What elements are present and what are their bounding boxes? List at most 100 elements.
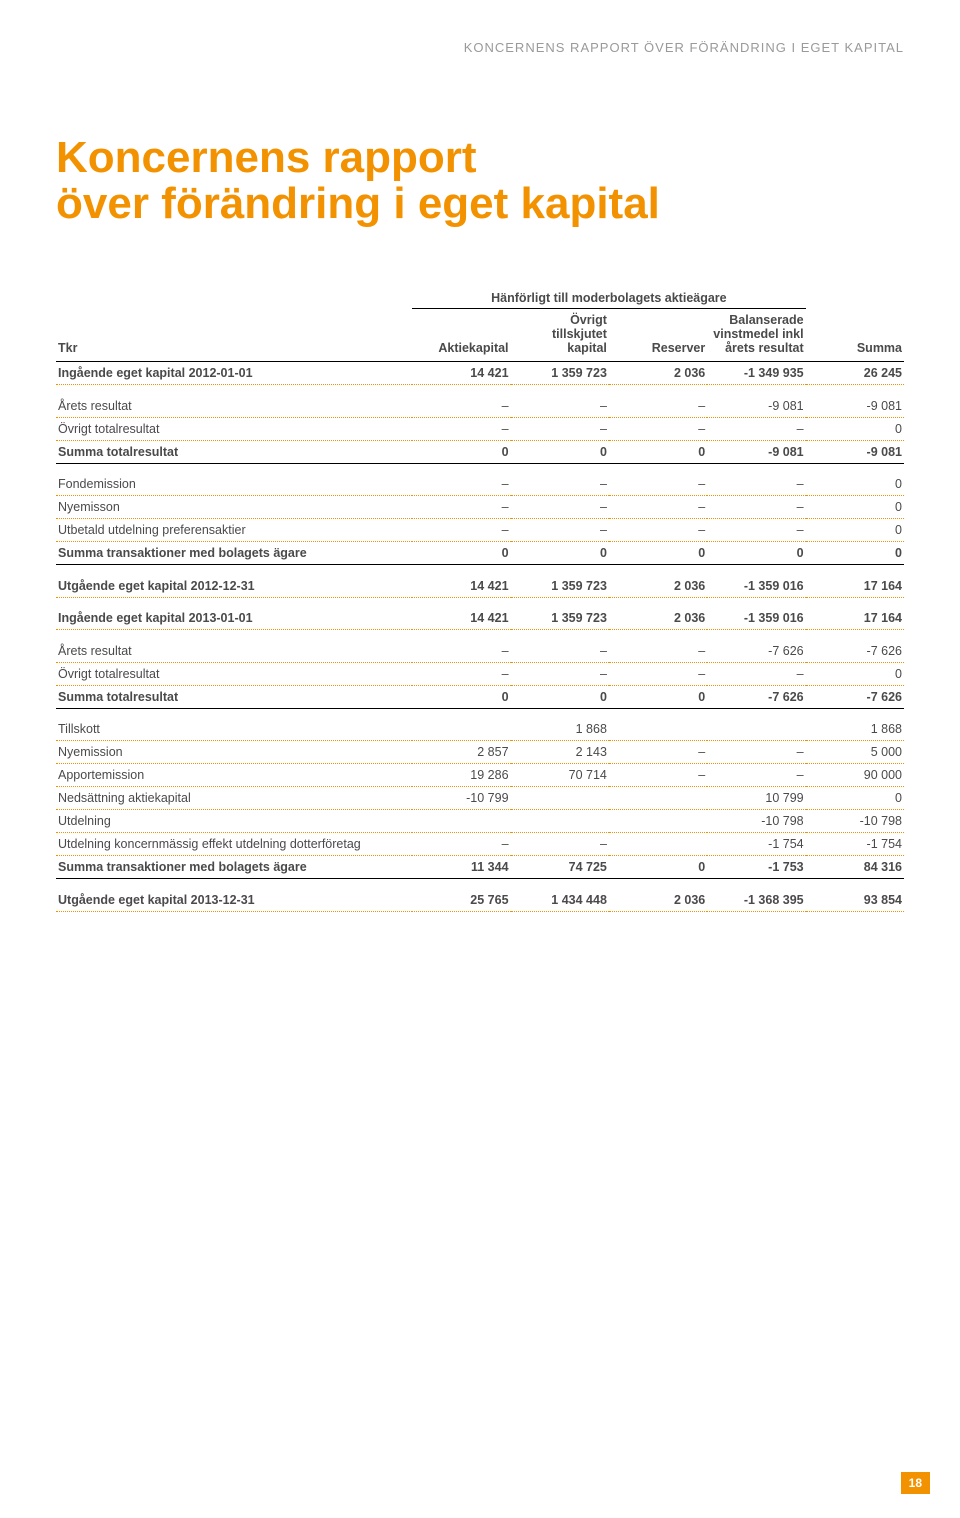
- row-value: –: [609, 519, 707, 542]
- row-value: -10 798: [707, 810, 805, 833]
- row-label: Övrigt totalresultat: [56, 662, 412, 685]
- row-value: [412, 810, 510, 833]
- row-value: 14 421: [412, 607, 510, 630]
- row-value: -1 349 935: [707, 362, 805, 385]
- row-value: -1 753: [707, 856, 805, 879]
- table-row: Utbetald utdelning preferensaktier––––0: [56, 519, 904, 542]
- row-value: 0: [707, 542, 805, 565]
- row-value: –: [707, 662, 805, 685]
- row-value: 0: [806, 542, 904, 565]
- table-row: Övrigt totalresultat––––0: [56, 662, 904, 685]
- row-label: Utgående eget kapital 2012-12-31: [56, 575, 412, 598]
- row-value: [609, 833, 707, 856]
- row-value: –: [511, 662, 609, 685]
- col-aktiekapital: Aktiekapital: [412, 309, 510, 362]
- row-value: 17 164: [806, 607, 904, 630]
- row-value: [609, 718, 707, 741]
- row-label: Utgående eget kapital 2013-12-31: [56, 889, 412, 912]
- row-value: 84 316: [806, 856, 904, 879]
- row-value: [609, 810, 707, 833]
- row-value: –: [412, 417, 510, 440]
- row-value: –: [609, 741, 707, 764]
- row-label: Utdelning koncernmässig effekt utdelning…: [56, 833, 412, 856]
- col-tkr: Tkr: [56, 309, 412, 362]
- table-row: [56, 879, 904, 889]
- row-value: –: [707, 496, 805, 519]
- row-value: 0: [806, 787, 904, 810]
- row-label: Utdelning: [56, 810, 412, 833]
- page-title: Koncernens rapportöver förändring i eget…: [56, 135, 904, 227]
- row-value: 1 359 723: [511, 575, 609, 598]
- row-value: 0: [511, 440, 609, 463]
- table-row: Apportemission19 28670 714––90 000: [56, 764, 904, 787]
- row-value: –: [511, 417, 609, 440]
- row-value: –: [511, 833, 609, 856]
- table-row: Summa transaktioner med bolagets ägare11…: [56, 856, 904, 879]
- row-value: 2 036: [609, 889, 707, 912]
- table-row: Övrigt totalresultat––––0: [56, 417, 904, 440]
- row-value: 1 359 723: [511, 607, 609, 630]
- row-value: 1 359 723: [511, 362, 609, 385]
- row-value: –: [609, 764, 707, 787]
- row-value: -9 081: [806, 395, 904, 418]
- row-value: –: [609, 662, 707, 685]
- row-value: 5 000: [806, 741, 904, 764]
- row-value: [707, 718, 805, 741]
- row-value: 11 344: [412, 856, 510, 879]
- row-value: -10 798: [806, 810, 904, 833]
- row-value: -7 626: [707, 685, 805, 708]
- row-value: 0: [806, 417, 904, 440]
- table-superheader-row: Hänförligt till moderbolagets aktieägare: [56, 287, 904, 309]
- row-value: 0: [412, 440, 510, 463]
- row-value: -1 359 016: [707, 575, 805, 598]
- row-label: Ingående eget kapital 2012-01-01: [56, 362, 412, 385]
- row-value: [412, 718, 510, 741]
- col-tillskjutet: Övrigttillskjutetkapital: [511, 309, 609, 362]
- page-number: 18: [901, 1472, 930, 1494]
- col-reserver: Reserver: [609, 309, 707, 362]
- row-value: [511, 810, 609, 833]
- row-label: Summa transaktioner med bolagets ägare: [56, 856, 412, 879]
- row-label: Nyemission: [56, 741, 412, 764]
- row-label: Fondemission: [56, 473, 412, 496]
- row-value: -7 626: [806, 640, 904, 663]
- row-value: –: [412, 833, 510, 856]
- row-value: -7 626: [806, 685, 904, 708]
- row-value: 0: [609, 440, 707, 463]
- table-row: Nyemisson––––0: [56, 496, 904, 519]
- table-body: Ingående eget kapital 2012-01-0114 4211 …: [56, 362, 904, 912]
- row-value: 0: [511, 542, 609, 565]
- row-value: 74 725: [511, 856, 609, 879]
- equity-change-table: Hänförligt till moderbolagets aktieägare…: [56, 287, 904, 912]
- table-row: Ingående eget kapital 2013-01-0114 4211 …: [56, 607, 904, 630]
- row-label: Summa transaktioner med bolagets ägare: [56, 542, 412, 565]
- row-value: 0: [806, 496, 904, 519]
- row-value: 90 000: [806, 764, 904, 787]
- row-value: 0: [806, 473, 904, 496]
- row-value: 14 421: [412, 575, 510, 598]
- row-value: -9 081: [707, 395, 805, 418]
- row-value: 2 036: [609, 607, 707, 630]
- table-row: Summa totalresultat000-7 626-7 626: [56, 685, 904, 708]
- row-label: Summa totalresultat: [56, 685, 412, 708]
- row-value: -9 081: [806, 440, 904, 463]
- table-row: [56, 597, 904, 607]
- table-row: [56, 385, 904, 395]
- row-value: -1 368 395: [707, 889, 805, 912]
- row-value: 0: [609, 856, 707, 879]
- row-value: –: [412, 496, 510, 519]
- table-superheader: Hänförligt till moderbolagets aktieägare: [412, 287, 805, 309]
- row-value: 10 799: [707, 787, 805, 810]
- row-value: 93 854: [806, 889, 904, 912]
- row-value: 25 765: [412, 889, 510, 912]
- row-value: –: [511, 496, 609, 519]
- page: KONCERNENS RAPPORT ÖVER FÖRÄNDRING I EGE…: [0, 0, 960, 1518]
- row-value: 17 164: [806, 575, 904, 598]
- row-value: -1 754: [707, 833, 805, 856]
- row-value: [511, 787, 609, 810]
- row-value: 2 143: [511, 741, 609, 764]
- row-value: 0: [806, 519, 904, 542]
- row-value: -10 799: [412, 787, 510, 810]
- table-row: [56, 708, 904, 718]
- row-value: –: [609, 417, 707, 440]
